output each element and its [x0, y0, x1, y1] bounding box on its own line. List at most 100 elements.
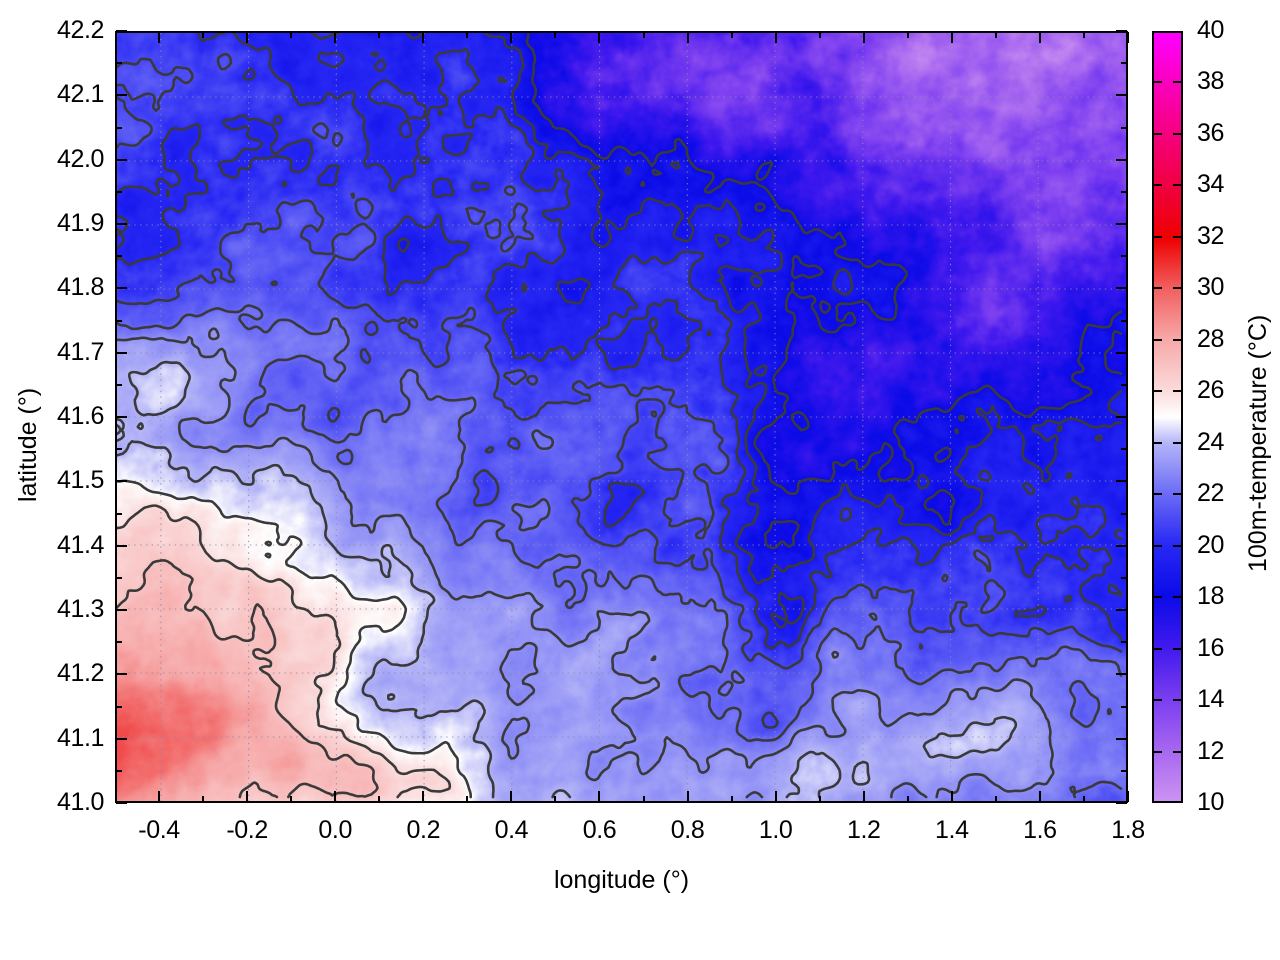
- x-tick-major: [1038, 791, 1041, 802]
- y-tick-minor: [116, 255, 122, 258]
- y-tick-major-right: [1116, 609, 1127, 611]
- colorbar-tick-label: 14: [1197, 685, 1225, 714]
- y-tick-label: 41.5: [56, 466, 104, 495]
- x-tick-minor-top: [378, 32, 381, 38]
- x-tick-minor: [554, 796, 557, 802]
- y-tick-minor-right: [1121, 62, 1127, 65]
- x-tick-major-top: [686, 32, 689, 43]
- y-tick-minor: [116, 319, 122, 322]
- y-tick-minor-right: [1121, 705, 1127, 708]
- x-tick-label: 0.6: [582, 816, 617, 844]
- x-tick-minor: [466, 796, 469, 802]
- y-tick-major-right: [1116, 30, 1127, 32]
- y-tick-minor: [116, 383, 122, 386]
- y-tick-label: 41.0: [56, 788, 104, 816]
- y-tick-major: [116, 223, 127, 225]
- x-tick-minor: [642, 796, 645, 802]
- colorbar-tick-right: [1173, 184, 1182, 187]
- x-tick-major-top: [950, 32, 953, 43]
- x-tick-minor: [994, 796, 997, 802]
- y-tick-label: 41.2: [56, 659, 104, 688]
- colorbar-tick-label: 36: [1197, 118, 1225, 147]
- x-tick-label: 1.8: [1111, 816, 1145, 844]
- y-tick-minor-right: [1121, 255, 1127, 258]
- y-tick-minor-right: [1121, 512, 1127, 515]
- colorbar-tick-right: [1173, 647, 1182, 650]
- isotherm-contour-lines: [117, 33, 1123, 799]
- x-tick-minor-top: [818, 32, 821, 38]
- colorbar-tick-right: [1173, 699, 1182, 702]
- colorbar-tick-label: 22: [1197, 479, 1225, 508]
- x-tick-minor: [378, 796, 381, 802]
- colorbar-tick-label: 40: [1197, 16, 1225, 44]
- y-tick-minor: [116, 705, 122, 708]
- y-tick-major-right: [1116, 480, 1127, 483]
- x-tick-minor-top: [906, 32, 909, 38]
- y-tick-major: [116, 673, 127, 676]
- x-tick-major: [774, 791, 777, 802]
- colorbar-tick-right: [1173, 338, 1182, 341]
- colorbar-tick-label: 38: [1197, 67, 1225, 96]
- x-tick-major: [334, 791, 337, 802]
- y-tick-minor-right: [1121, 576, 1127, 579]
- colorbar-tick: [1153, 699, 1162, 702]
- colorbar-tick-label: 20: [1197, 530, 1225, 559]
- x-tick-major-top: [598, 32, 601, 43]
- x-tick-major-top: [422, 32, 425, 43]
- colorbar-tick-right: [1173, 441, 1182, 444]
- x-tick-major: [246, 791, 249, 802]
- colorbar-tick-right: [1173, 596, 1182, 599]
- colorbar-tick: [1153, 596, 1162, 599]
- colorbar-title: 100m-temperature (°C): [1244, 314, 1272, 572]
- colorbar-tick-label: 18: [1197, 582, 1225, 611]
- x-tick-label: 1.0: [758, 816, 793, 844]
- y-tick-minor: [116, 769, 122, 772]
- y-tick-major-right: [1116, 94, 1127, 97]
- colorbar-tick-right: [1173, 81, 1182, 84]
- x-tick-minor-top: [1082, 32, 1085, 38]
- x-tick-minor: [906, 796, 909, 802]
- map-gridlines: [117, 33, 1126, 801]
- y-tick-major-right: [1116, 223, 1127, 225]
- x-tick-label: -0.2: [226, 816, 268, 844]
- y-tick-major: [116, 30, 127, 32]
- y-tick-major: [116, 287, 127, 290]
- colorbar-tick: [1153, 647, 1162, 650]
- colorbar-tick-right: [1173, 287, 1182, 290]
- x-tick-label: 1.6: [1023, 816, 1057, 844]
- x-tick-minor: [730, 796, 733, 802]
- y-tick-label: 41.9: [56, 209, 104, 237]
- colorbar-gradient: [1154, 33, 1181, 801]
- colorbar-tick-label: 26: [1197, 376, 1225, 405]
- x-tick-label: -0.4: [138, 816, 180, 844]
- y-tick-minor-right: [1121, 448, 1127, 451]
- y-tick-label: 41.1: [56, 723, 104, 752]
- x-tick-minor: [202, 796, 205, 802]
- colorbar-tick: [1153, 441, 1162, 444]
- colorbar-tick-label: 34: [1197, 170, 1225, 199]
- y-tick-label: 41.7: [56, 337, 104, 366]
- y-tick-minor-right: [1121, 126, 1127, 129]
- y-tick-label: 41.3: [56, 595, 104, 623]
- x-tick-minor-top: [994, 32, 997, 38]
- colorbar: [1152, 31, 1183, 803]
- y-tick-major-right: [1116, 673, 1127, 676]
- y-tick-minor-right: [1121, 769, 1127, 772]
- y-tick-minor: [116, 126, 122, 129]
- colorbar-tick: [1153, 132, 1162, 135]
- y-tick-major-right: [1116, 287, 1127, 290]
- x-tick-major-top: [1127, 32, 1129, 43]
- colorbar-tick-label: 10: [1197, 788, 1225, 816]
- y-tick-minor: [116, 512, 122, 515]
- x-tick-minor: [1082, 796, 1085, 802]
- colorbar-tick-label: 24: [1197, 427, 1225, 456]
- colorbar-tick-right: [1173, 544, 1182, 547]
- colorbar-tick: [1153, 493, 1162, 496]
- y-tick-major: [116, 480, 127, 483]
- x-tick-label: 0.4: [494, 816, 529, 844]
- y-tick-major: [116, 94, 127, 97]
- x-tick-major-top: [158, 32, 161, 43]
- y-tick-label: 41.8: [56, 273, 104, 302]
- x-tick-major: [510, 791, 513, 802]
